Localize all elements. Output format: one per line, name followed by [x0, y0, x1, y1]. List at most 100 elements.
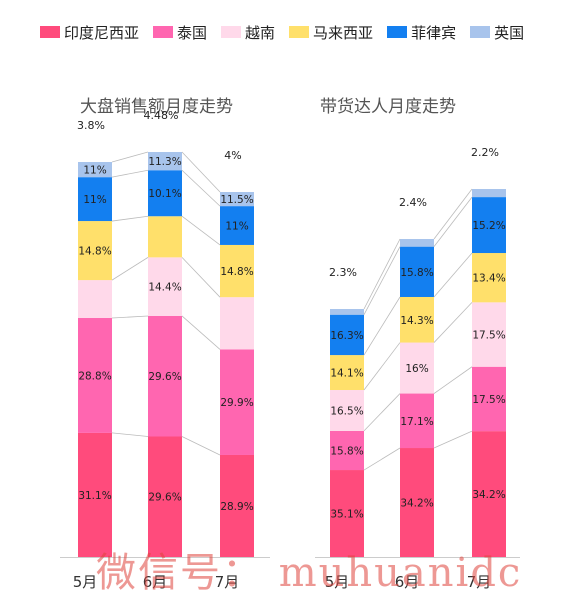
bar-segment	[148, 315, 182, 437]
connector-line	[433, 196, 473, 247]
connector-line	[181, 151, 221, 193]
connector-line	[181, 169, 221, 207]
connector-line	[363, 238, 401, 310]
data-label: 10.1%	[148, 188, 181, 200]
bar-segment	[78, 221, 112, 281]
legend-item: 马来西亚	[289, 22, 373, 43]
bar-segment	[472, 302, 506, 367]
category-label: 5月	[73, 573, 98, 591]
legend-item: 泰国	[153, 22, 207, 43]
legend-swatch	[153, 26, 174, 38]
bar-segment	[148, 257, 182, 316]
legend-swatch	[387, 26, 408, 38]
data-label: 31.1%	[78, 490, 111, 502]
data-label: 11.5%	[220, 194, 253, 206]
bar-segment	[220, 244, 254, 298]
legend-label: 印度尼西亚	[64, 23, 140, 42]
bar-segment	[220, 454, 254, 557]
connector-line	[433, 366, 473, 394]
data-label: 15.2%	[472, 220, 505, 232]
data-label: 28.8%	[78, 370, 111, 382]
connector-line	[181, 436, 221, 456]
bar-segment	[472, 366, 506, 432]
legend-label: 泰国	[177, 23, 208, 42]
bar-segment	[472, 253, 506, 303]
connector-line	[363, 447, 401, 471]
category-label: 6月	[143, 573, 168, 591]
data-label: 29.6%	[148, 492, 181, 504]
top-label: 4.48%	[144, 109, 179, 122]
legend-label: 马来西亚	[313, 23, 374, 42]
legend: 印度尼西亚 泰国 越南 马来西亚 菲律宾 英国	[40, 22, 538, 42]
bar-segment	[220, 206, 254, 245]
connector-line	[111, 215, 149, 222]
connector-line	[111, 315, 149, 319]
connector-line	[363, 393, 401, 432]
connector-line	[433, 302, 473, 343]
data-label: 14.8%	[220, 266, 253, 278]
data-label: 11%	[83, 194, 106, 206]
connector-line	[433, 430, 473, 449]
legend-item: 菲律宾	[387, 22, 456, 43]
bar-segment	[78, 162, 112, 178]
connector-line	[363, 246, 401, 315]
legend-swatch	[40, 26, 60, 38]
data-label: 29.9%	[220, 397, 253, 409]
data-label: 17.5%	[472, 330, 505, 342]
legend-item: 印度尼西亚	[40, 22, 139, 43]
bar-segment	[220, 349, 254, 455]
category-label: 7月	[467, 573, 492, 591]
category-label: 5月	[325, 573, 350, 591]
bar-segment	[400, 342, 434, 394]
bar-segment	[78, 177, 112, 222]
data-label: 15.8%	[400, 267, 433, 279]
connector-line	[363, 342, 401, 391]
legend-label: 越南	[245, 23, 276, 42]
data-label: 14.8%	[78, 246, 111, 258]
top-label: 3.8%	[77, 119, 105, 132]
bar-segment	[330, 470, 364, 557]
data-label: 11%	[83, 165, 106, 177]
bar-segment	[330, 355, 364, 391]
connector-line	[181, 215, 221, 246]
legend-swatch	[289, 26, 310, 38]
bar-segment	[78, 318, 112, 433]
data-label: 14.1%	[330, 368, 363, 380]
legend-item: 越南	[221, 22, 275, 43]
data-label: 16.3%	[330, 330, 363, 342]
bar-segment	[220, 192, 254, 207]
data-label: 16.5%	[330, 405, 363, 417]
legend-label: 菲律宾	[411, 23, 457, 42]
bar-segment	[220, 297, 254, 350]
watermark-text: 微信号： muhuanidc	[96, 550, 523, 596]
data-label: 13.4%	[472, 273, 505, 285]
legend-item: 英国	[470, 22, 524, 43]
bar-segment	[400, 296, 434, 343]
bar-segment	[148, 216, 182, 258]
data-label: 14.3%	[400, 315, 433, 327]
bar-segment	[400, 393, 434, 449]
data-label: 29.6%	[148, 371, 181, 383]
connector-line	[111, 151, 149, 163]
data-label: 14.4%	[148, 282, 181, 294]
bar-segment	[472, 189, 506, 198]
bar-segment	[330, 314, 364, 356]
category-label: 7月	[215, 573, 240, 591]
legend-label: 英国	[494, 23, 525, 42]
data-label: 15.8%	[330, 445, 363, 457]
top-label: 2.2%	[471, 146, 499, 159]
top-label: 2.3%	[329, 266, 357, 279]
chart-title-left: 大盘销售额月度走势	[80, 97, 233, 117]
data-label: 35.1%	[330, 509, 363, 521]
chart-title-right: 带货达人月度走势	[320, 97, 456, 117]
bar-segment	[400, 239, 434, 247]
bar-segment	[148, 436, 182, 557]
data-label: 28.9%	[220, 501, 253, 513]
connector-line	[433, 188, 473, 240]
bar-segment	[148, 152, 182, 171]
data-label: 11.3%	[148, 156, 181, 168]
connector-line	[181, 315, 221, 350]
connector-line	[111, 432, 149, 437]
legend-swatch	[470, 26, 491, 38]
